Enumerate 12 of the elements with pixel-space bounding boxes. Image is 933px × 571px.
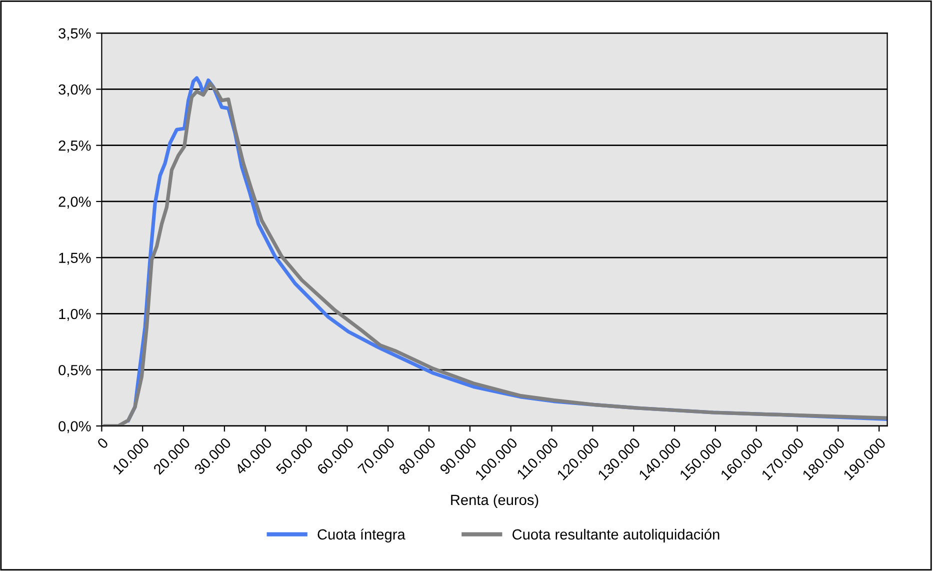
legend-label: Cuota íntegra bbox=[318, 528, 406, 542]
legend-label: Cuota resultante autoliquidación bbox=[512, 528, 720, 542]
y-tick-label: 3,5% bbox=[58, 28, 91, 40]
y-tick-label: 1,5% bbox=[59, 252, 91, 265]
y-tick-label: 2,0% bbox=[58, 196, 91, 209]
x-tick-label: 0 bbox=[96, 437, 109, 450]
y-tick-label: 0,5% bbox=[58, 364, 91, 377]
y-tick-label: 3,0% bbox=[58, 84, 91, 96]
y-tick-label: 0,0% bbox=[58, 421, 91, 434]
y-tick-label: 1,0% bbox=[59, 308, 91, 321]
y-tick-label: 2,5% bbox=[58, 140, 91, 153]
x-axis-title: Renta (euros) bbox=[451, 494, 538, 508]
